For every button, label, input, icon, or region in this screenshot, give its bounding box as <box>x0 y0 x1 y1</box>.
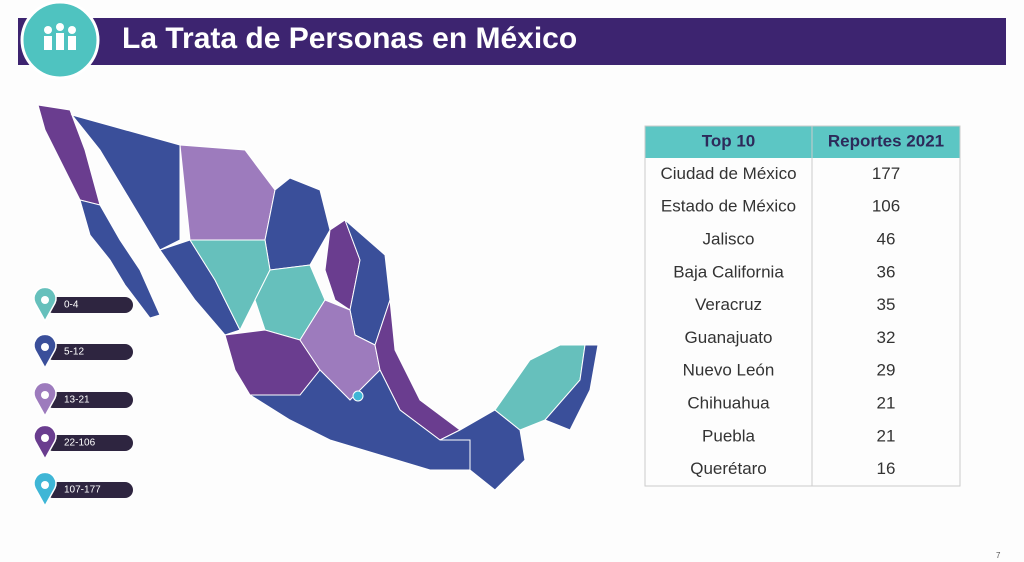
table-cell: Guanajuato <box>685 328 773 347</box>
table-cell: Baja California <box>673 262 784 281</box>
legend-pill <box>45 482 133 498</box>
table-cell: 16 <box>877 459 896 478</box>
state <box>352 390 364 402</box>
legend-pin <box>33 381 57 418</box>
legend-label: 0-4 <box>64 300 79 311</box>
legend-label: 107-177 <box>64 485 101 496</box>
legend-pill <box>45 435 133 451</box>
legend: 0-4 5-12 13-21 22-106 107-177 <box>33 286 133 508</box>
table-cell: Querétaro <box>690 459 767 478</box>
table-cell: Nuevo León <box>683 361 775 380</box>
legend-pin <box>33 333 57 370</box>
table-cell: 21 <box>877 393 896 412</box>
table: Top 10 Reportes 2021 Ciudad de México 177 Es… <box>644 125 961 487</box>
table-cell: 35 <box>877 295 896 314</box>
legend-pin <box>33 424 57 461</box>
legend-pin-hole <box>41 343 49 351</box>
table-cell: 21 <box>877 426 896 445</box>
table-cell: 106 <box>872 197 900 216</box>
table-border <box>644 125 961 487</box>
logo-icon <box>44 23 76 50</box>
legend-pin-hole <box>41 296 49 304</box>
legend-label: 13-21 <box>64 395 90 406</box>
table-cell: Veracruz <box>695 295 762 314</box>
table-cell: 29 <box>877 361 896 380</box>
map <box>37 104 599 491</box>
title: La Trata de Personas en México <box>122 22 577 55</box>
legend-label: 22-106 <box>64 438 96 449</box>
title-bar <box>18 18 1006 65</box>
legend-label: 5-12 <box>64 347 84 358</box>
table-cell: Chihuahua <box>687 393 770 412</box>
table-cell: Ciudad de México <box>660 164 796 183</box>
legend-pin <box>33 471 57 508</box>
table-cell: 32 <box>877 328 896 347</box>
table-cell: Estado de México <box>661 197 796 216</box>
legend-pill <box>45 344 133 360</box>
legend-pin-hole <box>41 391 49 399</box>
table-cell: 46 <box>877 229 896 248</box>
table-header <box>645 126 960 158</box>
page-number: 7 <box>996 551 1001 560</box>
table-cell: Puebla <box>702 426 755 445</box>
table-cell: 36 <box>877 262 896 281</box>
legend-pill <box>45 297 133 313</box>
legend-pill <box>45 392 133 408</box>
legend-pin-hole <box>41 434 49 442</box>
header-cell: Top 10 <box>702 131 756 150</box>
state <box>79 199 161 319</box>
table-cell: 177 <box>872 164 900 183</box>
state <box>544 344 599 431</box>
legend-pin <box>33 286 57 323</box>
legend-pin-hole <box>41 481 49 489</box>
table-cell: Jalisco <box>703 229 755 248</box>
state <box>439 409 526 491</box>
header-cell: Reportes 2021 <box>828 131 944 150</box>
